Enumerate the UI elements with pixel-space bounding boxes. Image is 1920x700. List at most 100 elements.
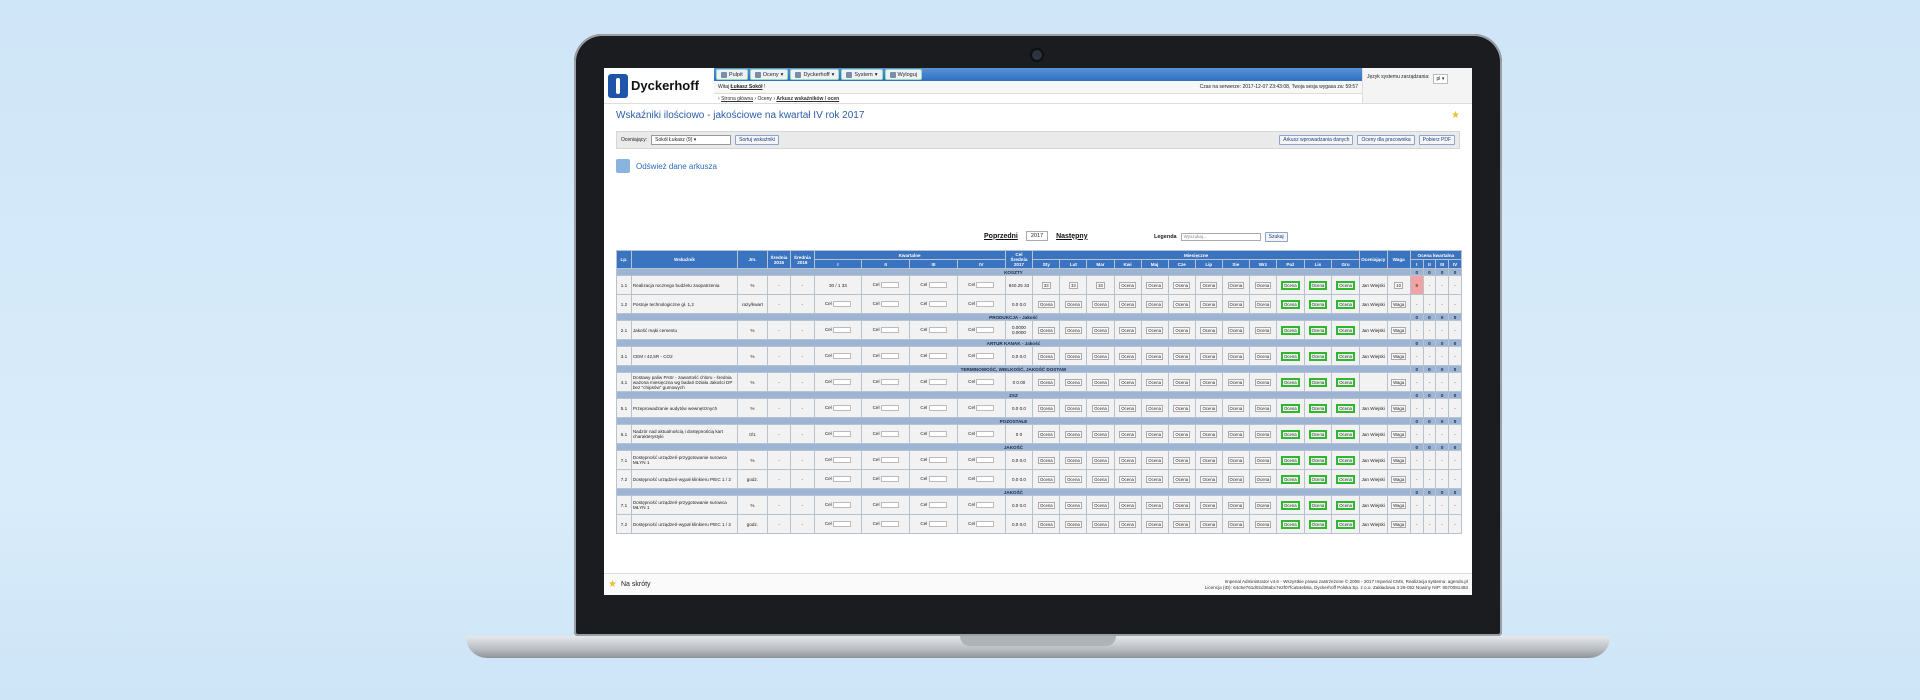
- quarter-target-cell[interactable]: Cel: [956, 294, 1006, 314]
- grade-button[interactable]: Ocena: [1254, 501, 1272, 509]
- target-input[interactable]: [928, 457, 947, 463]
- grade-button[interactable]: Ocena: [1092, 352, 1109, 360]
- target-input[interactable]: [928, 282, 947, 288]
- target-input[interactable]: [880, 457, 899, 463]
- grade-button[interactable]: Ocena: [1254, 475, 1272, 483]
- grade-button[interactable]: Ocena: [1065, 378, 1082, 386]
- month-cell[interactable]: Ocena: [1113, 320, 1142, 340]
- target-input[interactable]: [928, 476, 947, 482]
- grade-button[interactable]: Ocena: [1227, 300, 1245, 308]
- refresh-link[interactable]: Odśwież dane arkusza: [604, 155, 1472, 177]
- grade-button[interactable]: Ocena: [1173, 352, 1191, 360]
- grade-button[interactable]: Ocena: [1119, 352, 1136, 360]
- quarter-target-cell[interactable]: Cel: [813, 346, 863, 366]
- month-cell[interactable]: Ocena: [1059, 372, 1088, 392]
- grade-button[interactable]: Ocena: [1254, 352, 1272, 360]
- month-cell[interactable]: Ocena: [1331, 294, 1360, 314]
- quarter-target-cell[interactable]: Cel: [813, 495, 863, 515]
- target-input[interactable]: [976, 379, 995, 385]
- month-cell[interactable]: Ocena: [1275, 495, 1305, 515]
- grade-button[interactable]: Ocena: [1308, 377, 1328, 387]
- month-cell[interactable]: Ocena: [1331, 450, 1360, 470]
- month-cell[interactable]: Ocena: [1059, 514, 1088, 534]
- grade-button[interactable]: Ocena: [1065, 300, 1082, 308]
- target-input[interactable]: [928, 521, 947, 527]
- month-cell[interactable]: Ocena: [1331, 346, 1360, 366]
- month-cell[interactable]: Ocena: [1248, 275, 1277, 295]
- month-cell[interactable]: Ocena: [1032, 398, 1061, 418]
- month-cell[interactable]: Ocena: [1221, 398, 1250, 418]
- grade-button[interactable]: Ocena: [1092, 475, 1109, 483]
- month-cell[interactable]: Ocena: [1221, 275, 1250, 295]
- quarter-target-cell[interactable]: Cel: [861, 424, 911, 444]
- menu-wyloguj[interactable]: Wyloguj: [884, 69, 923, 80]
- grade-button[interactable]: Ocena: [1200, 404, 1218, 412]
- grade-button[interactable]: Ocena: [1227, 281, 1245, 289]
- grade-button[interactable]: Ocena: [1065, 430, 1082, 438]
- target-input[interactable]: [976, 457, 995, 463]
- month-cell[interactable]: Ocena: [1140, 294, 1169, 314]
- grade-button[interactable]: Ocena: [1227, 326, 1245, 334]
- weight-input[interactable]: Waga: [1391, 326, 1407, 334]
- grade-button[interactable]: Ocena: [1336, 474, 1355, 484]
- month-cell[interactable]: Ocena: [1331, 275, 1360, 295]
- month-cell[interactable]: Ocena: [1331, 372, 1360, 392]
- grade-button[interactable]: Ocena: [1092, 430, 1109, 438]
- month-cell[interactable]: Ocena: [1331, 469, 1360, 489]
- month-cell[interactable]: Ocena: [1275, 275, 1305, 295]
- grade-button[interactable]: Ocena: [1119, 326, 1136, 334]
- month-cell[interactable]: Ocena: [1221, 495, 1250, 515]
- month-cell[interactable]: Ocena: [1032, 320, 1061, 340]
- month-cell[interactable]: Ocena: [1032, 424, 1061, 444]
- grade-button[interactable]: Ocena: [1119, 501, 1136, 509]
- month-cell[interactable]: Ocena: [1140, 372, 1169, 392]
- grade-button[interactable]: Ocena: [1254, 456, 1272, 464]
- grade-button[interactable]: Ocena: [1146, 352, 1163, 360]
- month-cell[interactable]: Ocena: [1113, 275, 1142, 295]
- month-cell[interactable]: Ocena: [1032, 495, 1061, 515]
- month-cell[interactable]: Ocena: [1140, 450, 1169, 470]
- grade-button[interactable]: Ocena: [1227, 352, 1245, 360]
- grade-button[interactable]: Ocena: [1308, 455, 1328, 465]
- target-input[interactable]: [880, 327, 899, 333]
- month-cell[interactable]: Ocena: [1275, 398, 1305, 418]
- month-cell[interactable]: Ocena: [1275, 294, 1305, 314]
- month-cell[interactable]: Ocena: [1086, 514, 1115, 534]
- target-input[interactable]: [833, 405, 851, 411]
- grade-button[interactable]: Ocena: [1227, 430, 1245, 438]
- grade-button[interactable]: Ocena: [1037, 300, 1055, 308]
- quarter-target-cell[interactable]: 30 / 1 33: [813, 275, 863, 295]
- quarter-target-cell[interactable]: Cel: [956, 398, 1006, 418]
- quarter-target-cell[interactable]: Cel: [813, 320, 863, 340]
- month-cell[interactable]: Ocena: [1248, 398, 1277, 418]
- grade-button[interactable]: Ocena: [1200, 475, 1218, 483]
- month-cell[interactable]: Ocena: [1059, 398, 1088, 418]
- grade-button[interactable]: Ocena: [1254, 300, 1272, 308]
- quarter-target-cell[interactable]: Cel: [861, 514, 911, 534]
- month-cell[interactable]: Ocena: [1140, 469, 1169, 489]
- weight-input[interactable]: Waga: [1391, 456, 1407, 464]
- quarter-target-cell[interactable]: Cel: [909, 346, 958, 366]
- grade-button[interactable]: Ocena: [1308, 500, 1328, 510]
- weight-cell[interactable]: Waga: [1386, 450, 1411, 470]
- month-cell[interactable]: Ocena: [1059, 450, 1088, 470]
- grade-button[interactable]: Ocena: [1065, 475, 1082, 483]
- month-cell[interactable]: Ocena: [1086, 346, 1115, 366]
- logo[interactable]: Dyckerhoff: [604, 68, 714, 103]
- rater-select[interactable]: Sokół Łukasz (9) ▾: [651, 135, 732, 145]
- quarter-target-cell[interactable]: Cel: [861, 294, 911, 314]
- grade-button[interactable]: Ocena: [1092, 404, 1109, 412]
- month-cell[interactable]: Ocena: [1221, 346, 1250, 366]
- grade-button[interactable]: Ocena: [1092, 501, 1109, 509]
- month-cell[interactable]: Ocena: [1140, 398, 1169, 418]
- download-pdf-button[interactable]: Pobierz PDF: [1418, 135, 1455, 145]
- target-input[interactable]: [880, 379, 899, 385]
- weight-input[interactable]: Waga: [1391, 475, 1407, 483]
- grade-button[interactable]: Ocena: [1173, 281, 1191, 289]
- month-cell[interactable]: Ocena: [1248, 469, 1277, 489]
- month-cell[interactable]: Ocena: [1086, 320, 1115, 340]
- grade-button[interactable]: Ocena: [1308, 325, 1328, 335]
- quarter-target-cell[interactable]: Cel: [956, 320, 1006, 340]
- grade-button[interactable]: Ocena: [1227, 520, 1245, 528]
- month-cell[interactable]: Ocena: [1113, 294, 1142, 314]
